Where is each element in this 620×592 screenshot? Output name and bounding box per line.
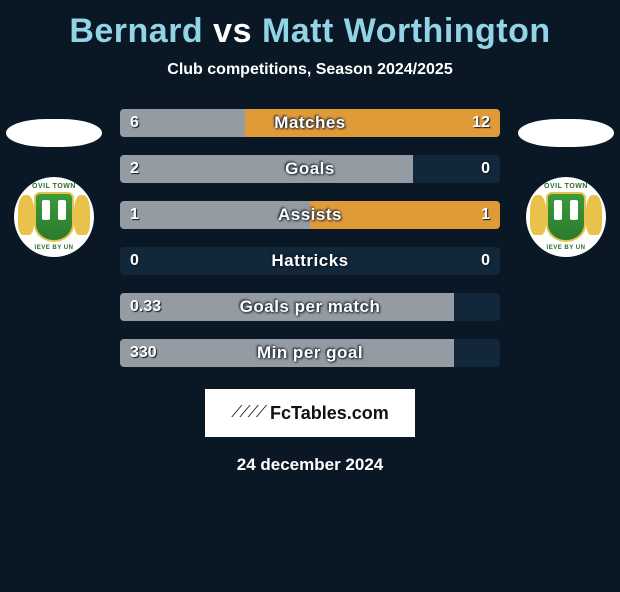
brand-box: ⟋⟋⟋⟋ FcTables.com [205, 389, 415, 437]
stat-label: Goals per match [120, 293, 500, 321]
stat-row: 0 0Hattricks [120, 247, 500, 275]
left-value: 0 [130, 247, 139, 275]
stat-label: Assists [120, 201, 500, 229]
stat-label: Min per goal [120, 339, 500, 367]
left-value: 1 [130, 201, 139, 229]
stat-label: Goals [120, 155, 500, 183]
player2-club-badge [526, 177, 606, 257]
right-value: 0 [481, 155, 490, 183]
date-label: 24 december 2024 [0, 455, 620, 475]
left-column [6, 119, 102, 257]
right-column [518, 119, 614, 257]
page-title: Bernard vs Matt Worthington [0, 12, 620, 51]
stat-row: 0.33Goals per match [120, 293, 500, 321]
player2-name: Matt Worthington [262, 12, 551, 50]
right-value: 12 [472, 109, 490, 137]
player1-club-badge [14, 177, 94, 257]
stat-row: 1 1Assists [120, 201, 500, 229]
brand-text: FcTables.com [270, 403, 389, 424]
stat-row: 6 12Matches [120, 109, 500, 137]
left-value: 6 [130, 109, 139, 137]
vs-separator: vs [213, 12, 252, 50]
stat-label: Matches [120, 109, 500, 137]
right-value: 0 [481, 247, 490, 275]
stat-row: 330Min per goal [120, 339, 500, 367]
brand-logo-icon: ⟋⟋⟋⟋ [231, 404, 264, 422]
player2-flag [518, 119, 614, 147]
left-value: 0.33 [130, 293, 161, 321]
stat-label: Hattricks [120, 247, 500, 275]
left-value: 330 [130, 339, 157, 367]
left-value: 2 [130, 155, 139, 183]
player1-name: Bernard [69, 12, 203, 50]
stat-bars: 612Matches20Goals11Assists00Hattricks0.3… [120, 109, 500, 367]
subtitle: Club competitions, Season 2024/2025 [0, 61, 620, 79]
comparison-panel: 612Matches20Goals11Assists00Hattricks0.3… [0, 109, 620, 367]
player1-flag [6, 119, 102, 147]
stat-row: 2 0Goals [120, 155, 500, 183]
right-value: 1 [481, 201, 490, 229]
